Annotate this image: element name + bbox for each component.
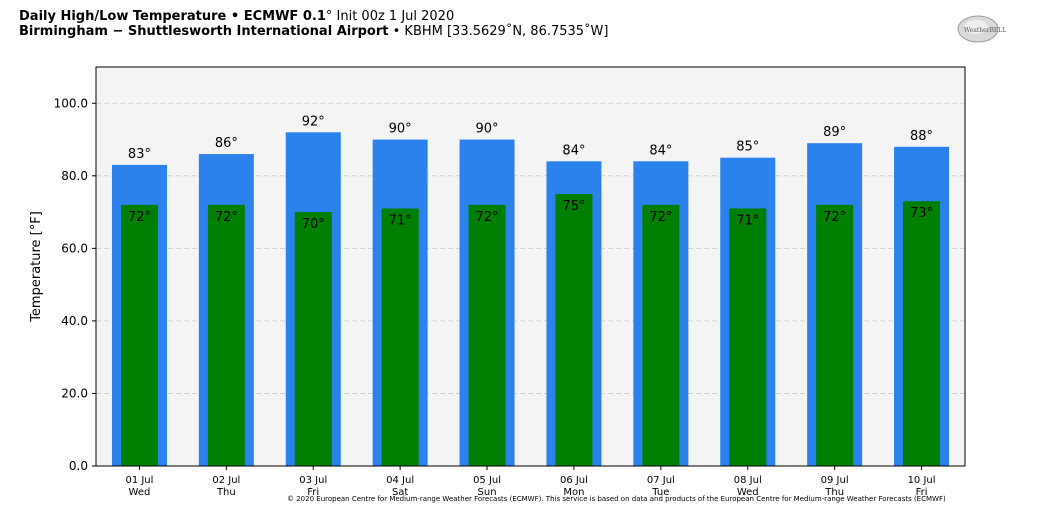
x-tick-date: 09 Jul bbox=[821, 475, 849, 486]
x-tick-date: 08 Jul bbox=[734, 475, 762, 486]
low-value-label: 72° bbox=[649, 210, 672, 225]
location-name: Birmingham − Shuttlesworth International… bbox=[19, 24, 389, 39]
y-axis-label: Temperature [°F] bbox=[29, 211, 44, 323]
low-bar bbox=[642, 204, 680, 466]
x-tick-weekday: Sun bbox=[478, 487, 497, 498]
low-value-label: 73° bbox=[910, 206, 933, 221]
low-value-label: 72° bbox=[476, 210, 499, 225]
low-bar bbox=[207, 204, 245, 466]
x-tick-date: 03 Jul bbox=[299, 475, 327, 486]
chart-subtitle: Birmingham − Shuttlesworth International… bbox=[19, 24, 609, 39]
chart-title: Daily High/Low Temperature • ECMWF 0.1° … bbox=[19, 9, 454, 24]
low-value-label: 72° bbox=[128, 210, 151, 225]
x-tick-weekday: Wed bbox=[737, 487, 759, 498]
y-tick-label: 80.0 bbox=[61, 169, 88, 183]
title-main: Daily High/Low Temperature • ECMWF 0.1 bbox=[19, 9, 326, 24]
x-tick-date: 10 Jul bbox=[908, 475, 936, 486]
x-tick-date: 07 Jul bbox=[647, 475, 675, 486]
high-value-label: 92° bbox=[302, 114, 325, 129]
low-value-label: 71° bbox=[736, 213, 759, 228]
x-tick-weekday: Thu bbox=[216, 487, 236, 498]
low-bar bbox=[903, 201, 941, 466]
low-bar bbox=[381, 208, 419, 467]
low-bar bbox=[729, 208, 767, 467]
x-tick-date: 02 Jul bbox=[212, 475, 240, 486]
x-tick-weekday: Tue bbox=[651, 487, 669, 498]
x-tick-date: 06 Jul bbox=[560, 475, 588, 486]
high-value-label: 85° bbox=[736, 140, 759, 155]
low-bar bbox=[294, 212, 332, 466]
low-bar bbox=[120, 204, 158, 466]
data-labels: 83° 72° 86° 72° 92° 70° 90° 71° 90° 72° 84° 75° 84° 7… bbox=[128, 114, 933, 232]
high-value-label: 86° bbox=[215, 136, 238, 151]
logo-text: WeatherBELL bbox=[964, 27, 1006, 34]
low-bar bbox=[816, 204, 854, 466]
high-value-label: 88° bbox=[910, 129, 933, 144]
low-value-label: 72° bbox=[215, 210, 238, 225]
low-value-label: 75° bbox=[562, 199, 585, 214]
x-tick-weekday: Fri bbox=[916, 487, 928, 498]
high-value-label: 84° bbox=[649, 143, 672, 158]
low-bar bbox=[468, 204, 506, 466]
x-tick-weekday: Sat bbox=[392, 487, 408, 498]
low-bar bbox=[555, 193, 593, 467]
plot-frame bbox=[95, 66, 966, 467]
y-tick-label: 100.0 bbox=[54, 96, 88, 110]
x-tick-date: 05 Jul bbox=[473, 475, 501, 486]
copyright-notice: © 2020 European Centre for Medium-range … bbox=[287, 495, 946, 503]
title-degree: ° bbox=[325, 9, 333, 24]
high-value-label: 90° bbox=[476, 122, 499, 137]
x-tick-weekday: Wed bbox=[129, 487, 151, 498]
y-tick-label: 60.0 bbox=[61, 241, 88, 255]
y-tick-label: 0.0 bbox=[69, 459, 88, 473]
high-value-label: 83° bbox=[128, 147, 151, 162]
x-tick-weekday: Thu bbox=[824, 487, 844, 498]
high-value-label: 89° bbox=[823, 125, 846, 140]
low-bars bbox=[120, 193, 941, 467]
x-tick-date: 04 Jul bbox=[386, 475, 414, 486]
y-tick-label: 20.0 bbox=[61, 386, 88, 400]
x-tick-weekday: Fri bbox=[307, 487, 319, 498]
y-tick-label: 40.0 bbox=[61, 314, 88, 328]
high-value-label: 84° bbox=[562, 143, 585, 158]
y-axis: 0.0 20.0 40.0 60.0 80.0 100.0 bbox=[54, 96, 96, 473]
x-tick-weekday: Mon bbox=[563, 487, 584, 498]
low-value-label: 71° bbox=[389, 213, 412, 228]
title-init: Init 00z 1 Jul 2020 bbox=[332, 9, 455, 24]
low-value-label: 70° bbox=[302, 217, 325, 232]
location-station: • KBHM [33.5629˚N, 86.7535˚W] bbox=[388, 24, 609, 39]
x-tick-date: 01 Jul bbox=[125, 475, 153, 486]
weatherbell-logo-icon: WeatherBELL bbox=[957, 15, 1006, 43]
high-value-label: 90° bbox=[389, 122, 412, 137]
low-value-label: 72° bbox=[823, 210, 846, 225]
